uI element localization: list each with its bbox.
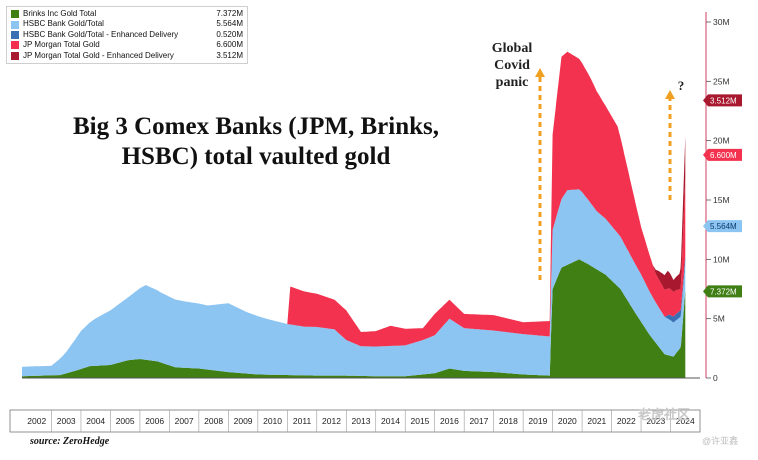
legend-swatch — [11, 20, 19, 29]
annotation-arrows — [535, 68, 675, 280]
value-badge — [703, 220, 742, 233]
x-tick-label: 2020 — [558, 416, 577, 426]
legend-value: 0.520M — [216, 29, 243, 39]
watermark-user: @许亚鑫 — [702, 436, 739, 446]
y-tick-label: 30M — [713, 17, 730, 27]
x-tick-label: 2005 — [116, 416, 135, 426]
value-badge — [703, 94, 742, 107]
x-tick-label: 2010 — [263, 416, 282, 426]
x-tick-label: 2003 — [57, 416, 76, 426]
annotation-question: ? — [677, 78, 685, 93]
value-badge-label: 3.512M — [710, 96, 737, 105]
x-tick-label: 2019 — [528, 416, 547, 426]
x-tick-label: 2008 — [204, 416, 223, 426]
x-tick-label: 2011 — [293, 416, 312, 426]
chart-title: Big 3 Comex Banks (JPM, Brinks, HSBC) to… — [72, 113, 439, 170]
area-series-0 — [22, 259, 686, 378]
x-tick-label: 2024 — [676, 416, 695, 426]
x-tick-label: 2009 — [234, 416, 253, 426]
value-badge-label: 7.372M — [710, 287, 737, 296]
x-tick-label: 2017 — [469, 416, 488, 426]
x-tick-label: 2004 — [86, 416, 105, 426]
legend-swatch — [11, 51, 19, 60]
y-tick-label: 5M — [713, 314, 725, 324]
area-series-3 — [22, 51, 686, 367]
x-tick-label: 2006 — [145, 416, 164, 426]
chart-areas — [22, 51, 686, 378]
legend-label: HSBC Bank Gold/Total - Enhanced Delivery — [23, 29, 179, 39]
legend-item: JP Morgan Total Gold - Enhanced Delivery… — [11, 51, 243, 61]
legend-item: HSBC Bank Gold/Total 5.564M — [11, 19, 243, 29]
x-axis-box — [9, 409, 701, 433]
y-tick-label: 15M — [713, 195, 730, 205]
x-tick-label: 2018 — [499, 416, 518, 426]
x-tick-label: 2016 — [440, 416, 459, 426]
legend-label: JP Morgan Total Gold — [23, 40, 100, 50]
legend-item: HSBC Bank Gold/Total - Enhanced Delivery… — [11, 30, 243, 40]
legend-label: JP Morgan Total Gold - Enhanced Delivery — [23, 50, 174, 60]
arrow-head — [535, 68, 545, 77]
x-tick-label: 2022 — [617, 416, 636, 426]
y-axis-badges: 3.512M 6.600M 5.564M 7.372M — [703, 94, 742, 298]
y-tick-label: 20M — [713, 136, 730, 146]
annotation-covid: Global Covid panic — [491, 41, 533, 90]
area-series-1 — [22, 189, 686, 377]
x-tick-label: 2007 — [175, 416, 194, 426]
legend-swatch — [11, 31, 19, 40]
x-tick-label: 2013 — [352, 416, 371, 426]
legend-label: HSBC Bank Gold/Total — [23, 19, 104, 29]
chart-legend: Brinks Inc Gold Total 7.372M HSBC Bank Gol… — [6, 6, 248, 65]
legend-label: Brinks Inc Gold Total — [23, 9, 97, 18]
legend-value: 5.564M — [216, 19, 243, 29]
x-tick-label: 2014 — [381, 416, 400, 426]
legend-value: 6.600M — [216, 40, 243, 50]
value-badge-label: 6.600M — [710, 151, 737, 160]
x-tick-label: 2021 — [587, 416, 606, 426]
legend-item: JP Morgan Total Gold 6.600M — [11, 40, 243, 50]
chart-source: source: ZeroHedge — [30, 436, 110, 447]
y-tick-label: 10M — [713, 254, 730, 264]
chart-axes: 2002 2003 2004 2005 2006 2007 2008 2009 2010 2011… — [9, 12, 730, 433]
x-tick-label: 2023 — [646, 416, 665, 426]
legend-value: 3.512M — [216, 50, 243, 60]
x-tick-label: 2015 — [410, 416, 429, 426]
y-tick-label: 25M — [713, 76, 730, 86]
legend-value: 7.372M — [216, 9, 243, 18]
y-tick-label: 0 — [713, 373, 718, 383]
value-badge — [703, 285, 742, 298]
legend-swatch — [11, 41, 19, 50]
value-badge-label: 5.564M — [710, 222, 737, 231]
watermark: 老虎社区 — [638, 407, 691, 422]
x-tick-label: 2012 — [322, 416, 341, 426]
arrow-head — [665, 90, 675, 99]
legend-item: Brinks Inc Gold Total 7.372M — [11, 9, 243, 19]
value-badge — [703, 148, 742, 161]
x-tick-label: 2002 — [27, 416, 46, 426]
legend-swatch — [11, 10, 19, 19]
